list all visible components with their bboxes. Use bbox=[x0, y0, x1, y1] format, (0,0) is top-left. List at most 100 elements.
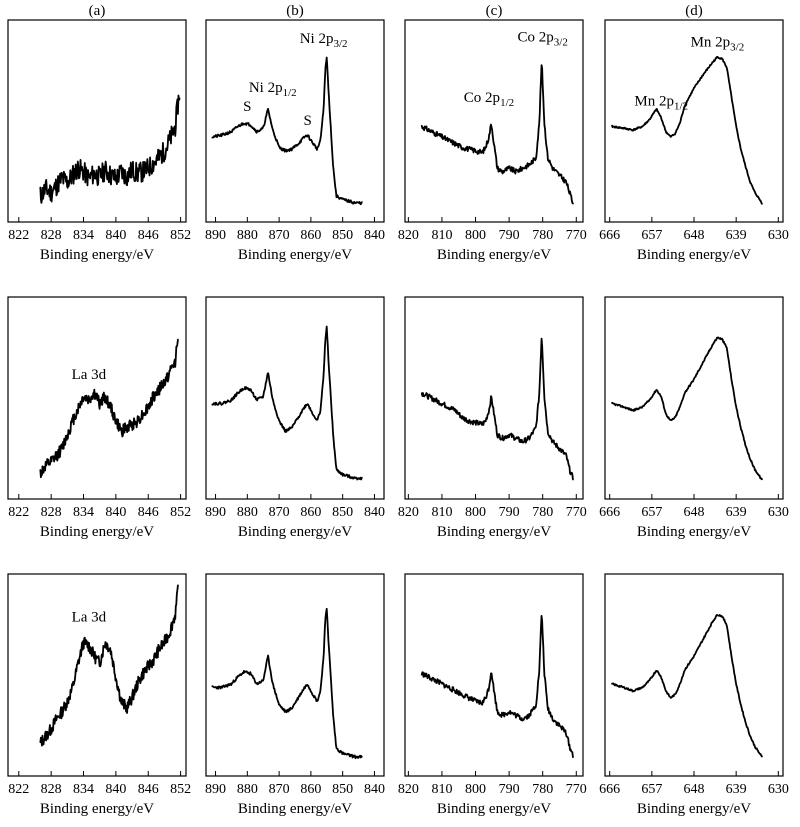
x-axis-label: Binding energy/eV bbox=[40, 524, 154, 540]
annotation-subscript: 1/2 bbox=[283, 87, 297, 99]
spectrum-line bbox=[611, 56, 763, 205]
x-tick-label: 770 bbox=[566, 505, 587, 520]
x-axis-label: Binding energy/eV bbox=[238, 524, 352, 540]
annotation-text: La 3d bbox=[72, 609, 107, 625]
plot-frame bbox=[205, 296, 385, 500]
annotation-text: S bbox=[243, 99, 251, 115]
panel-c3: 820 810 800 790 780 770 Binding energy/eV bbox=[398, 573, 587, 817]
plot-frame bbox=[404, 19, 584, 223]
plot-frame bbox=[205, 19, 385, 223]
x-tick-label: 639 bbox=[726, 228, 747, 243]
x-tick-label: 828 bbox=[41, 782, 62, 797]
x-tick-label: 850 bbox=[332, 782, 353, 797]
x-tick-label: 860 bbox=[300, 228, 321, 243]
x-axis-label: Binding energy/eV bbox=[637, 524, 751, 540]
annotation-text: S bbox=[304, 113, 312, 129]
x-tick-label: 870 bbox=[269, 228, 290, 243]
peak-annotation: S bbox=[243, 99, 251, 115]
x-axis-label: Binding energy/eV bbox=[238, 801, 352, 817]
x-tick-label: 770 bbox=[566, 782, 587, 797]
annotation-subscript: 3/2 bbox=[333, 38, 347, 50]
plot-frame bbox=[604, 296, 784, 500]
x-tick-label: 790 bbox=[499, 782, 520, 797]
panel-b2: 890 880 870 860 850 840 Binding energy/eV bbox=[205, 296, 385, 540]
x-tick-label: 648 bbox=[684, 505, 705, 520]
x-tick-label: 840 bbox=[105, 505, 126, 520]
x-tick-label: 850 bbox=[332, 505, 353, 520]
annotation-text: Mn 2p bbox=[691, 35, 731, 51]
x-axis-label: Binding energy/eV bbox=[437, 524, 551, 540]
spectrum-line bbox=[211, 607, 363, 760]
annotation-subscript: 3/2 bbox=[730, 42, 744, 54]
panel-d3: 666 657 648 639 630 Binding energy/eV bbox=[599, 573, 789, 817]
x-tick-label: 810 bbox=[431, 505, 452, 520]
plot-frame bbox=[604, 573, 784, 777]
x-tick-label: 852 bbox=[170, 505, 191, 520]
x-tick-label: 790 bbox=[499, 228, 520, 243]
panel-d2: 666 657 648 639 630 Binding energy/eV bbox=[599, 296, 789, 540]
x-tick-label: 630 bbox=[768, 505, 789, 520]
spectrum-line bbox=[39, 94, 181, 204]
plot-frame bbox=[404, 296, 584, 500]
x-tick-label: 770 bbox=[566, 228, 587, 243]
panel-b3: 890 880 870 860 850 840 Binding energy/eV bbox=[205, 573, 385, 817]
x-tick-label: 630 bbox=[768, 228, 789, 243]
x-tick-label: 880 bbox=[237, 782, 258, 797]
x-tick-label: 648 bbox=[684, 782, 705, 797]
x-tick-label: 890 bbox=[205, 228, 226, 243]
peak-annotation: Ni 2p1/2 bbox=[249, 80, 297, 99]
peak-annotation: Co 2p3/2 bbox=[518, 29, 568, 48]
x-tick-label: 822 bbox=[8, 505, 29, 520]
x-tick-label: 834 bbox=[73, 782, 94, 797]
plot-frame bbox=[7, 573, 187, 777]
x-tick-label: 780 bbox=[532, 782, 553, 797]
x-axis-label: Binding energy/eV bbox=[238, 247, 352, 263]
x-tick-label: 820 bbox=[398, 505, 419, 520]
x-tick-label: 834 bbox=[73, 505, 94, 520]
x-tick-label: 850 bbox=[332, 228, 353, 243]
column-label: (a) bbox=[89, 3, 106, 19]
peak-annotation: La 3d bbox=[72, 367, 107, 383]
spectrum-line bbox=[420, 337, 574, 481]
x-tick-label: 840 bbox=[364, 782, 385, 797]
x-tick-label: 840 bbox=[105, 782, 126, 797]
x-tick-label: 890 bbox=[205, 505, 226, 520]
x-tick-label: 639 bbox=[726, 782, 747, 797]
x-tick-label: 666 bbox=[599, 228, 620, 243]
x-tick-label: 790 bbox=[499, 505, 520, 520]
x-tick-label: 657 bbox=[641, 505, 662, 520]
x-tick-label: 846 bbox=[138, 505, 159, 520]
x-tick-label: 639 bbox=[726, 505, 747, 520]
x-axis-label: Binding energy/eV bbox=[437, 801, 551, 817]
plot-frame bbox=[7, 19, 187, 223]
x-axis-label: Binding energy/eV bbox=[437, 247, 551, 263]
x-tick-label: 810 bbox=[431, 782, 452, 797]
panel-a3: 822 828 834 840 846 852 Binding energy/eV La 3d bbox=[7, 573, 191, 817]
annotation-text: La 3d bbox=[72, 367, 107, 383]
spectrum-line bbox=[39, 584, 179, 747]
spectrum-line bbox=[611, 336, 763, 481]
x-tick-label: 834 bbox=[73, 228, 94, 243]
x-tick-label: 630 bbox=[768, 782, 789, 797]
peak-annotation: Mn 2p1/2 bbox=[634, 94, 688, 113]
column-label: (d) bbox=[685, 3, 703, 19]
x-tick-label: 846 bbox=[138, 782, 159, 797]
panel-a1: 822 828 834 840 846 852 Binding energy/eV bbox=[7, 19, 191, 263]
x-tick-label: 870 bbox=[269, 505, 290, 520]
panel-c2: 820 810 800 790 780 770 Binding energy/eV bbox=[398, 296, 587, 540]
x-tick-label: 822 bbox=[8, 782, 29, 797]
x-tick-label: 780 bbox=[532, 505, 553, 520]
x-tick-label: 780 bbox=[532, 228, 553, 243]
spectrum-line bbox=[611, 614, 763, 758]
spectrum-line bbox=[39, 338, 179, 479]
column-label: (b) bbox=[286, 3, 304, 19]
x-tick-label: 840 bbox=[364, 228, 385, 243]
peak-annotation: S bbox=[304, 113, 312, 129]
annotation-text: Co 2p bbox=[464, 90, 500, 106]
x-tick-label: 852 bbox=[170, 782, 191, 797]
column-label: (c) bbox=[486, 3, 503, 19]
x-tick-label: 890 bbox=[205, 782, 226, 797]
